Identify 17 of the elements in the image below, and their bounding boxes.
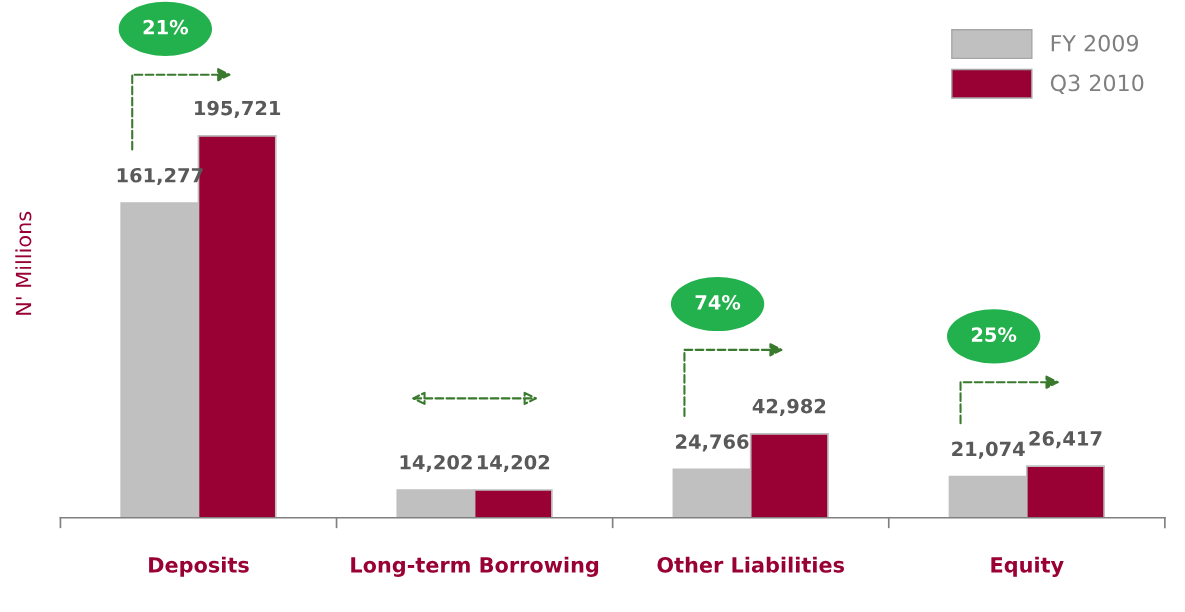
annotation: 25% xyxy=(971,327,1017,342)
text: 21% xyxy=(143,19,189,35)
x-tick-label: Other Liabilities xyxy=(657,556,845,573)
data-label: 14,202 xyxy=(400,454,472,473)
data-label: 42,982 xyxy=(752,398,826,416)
annotation: 74% xyxy=(695,294,741,310)
data-label: 14,202 xyxy=(477,454,550,473)
data-label: 21,074 xyxy=(952,441,1025,459)
x-tick-label: Equity xyxy=(991,556,1064,577)
x-tick-label: Deposits xyxy=(149,556,249,577)
data-label: 24,766 xyxy=(676,434,749,452)
y-axis-title: N' Millions xyxy=(15,211,32,315)
legend-label: FY 2009 xyxy=(1051,34,1139,52)
data-label: 195,721 xyxy=(195,100,281,118)
data-label: 26,417 xyxy=(1029,431,1102,449)
x-tick-label: Long-term Borrowing xyxy=(351,556,599,577)
legend-label: Q3 2010 xyxy=(1050,74,1144,94)
